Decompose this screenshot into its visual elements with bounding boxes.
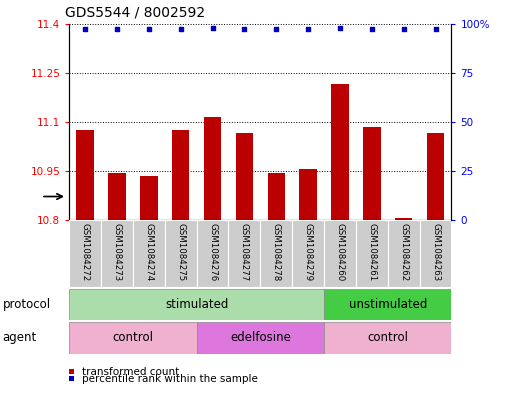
Text: protocol: protocol [3,298,51,311]
Bar [204,117,221,220]
Bar [267,173,285,220]
Point [176,26,185,33]
Text: percentile rank within the sample: percentile rank within the sample [82,374,258,384]
Text: GDS5544 / 8002592: GDS5544 / 8002592 [66,6,206,20]
Bar [228,220,261,287]
Point [272,26,281,33]
Bar [292,220,324,287]
Bar [133,220,165,287]
Text: GSM1084263: GSM1084263 [431,223,440,282]
Bar [76,130,94,220]
Bar [101,220,133,287]
Point [240,26,248,33]
Point [81,26,89,33]
Bar [420,220,451,287]
Text: GSM1084262: GSM1084262 [399,223,408,282]
Text: GSM1084273: GSM1084273 [112,223,122,282]
Bar [331,84,349,220]
Bar [108,173,126,220]
Bar [69,322,196,354]
Bar [172,130,189,220]
Bar [196,220,228,287]
Text: GSM1084274: GSM1084274 [144,223,153,282]
Bar [388,220,420,287]
Text: unstimulated: unstimulated [348,298,427,311]
Point [304,26,312,33]
Text: GSM1084275: GSM1084275 [176,223,185,282]
Bar [140,176,157,220]
Bar [235,133,253,220]
Text: transformed count: transformed count [82,367,180,377]
Bar [300,169,317,220]
Text: control: control [367,331,408,345]
Bar [165,220,196,287]
Bar [324,289,451,320]
Point [431,26,440,33]
Text: GSM1084261: GSM1084261 [367,223,377,282]
Text: stimulated: stimulated [165,298,228,311]
Text: GSM1084278: GSM1084278 [272,223,281,282]
Text: GSM1084276: GSM1084276 [208,223,217,282]
Bar [395,219,412,220]
Text: GSM1084272: GSM1084272 [81,223,90,282]
Bar [363,127,381,220]
Bar [196,322,324,354]
Text: GSM1084260: GSM1084260 [336,223,344,282]
Bar [324,220,356,287]
Text: GSM1084277: GSM1084277 [240,223,249,282]
Bar [356,220,388,287]
Point [145,26,153,33]
Text: control: control [112,331,153,345]
Point [400,26,408,33]
Text: agent: agent [3,331,37,345]
Bar [324,322,451,354]
Text: GSM1084279: GSM1084279 [304,223,312,281]
Point [208,24,216,31]
Point [336,24,344,31]
Bar [427,133,444,220]
Point [368,26,376,33]
Bar [69,289,324,320]
Text: edelfosine: edelfosine [230,331,291,345]
Bar [261,220,292,287]
Bar [69,220,101,287]
Point [113,26,121,33]
